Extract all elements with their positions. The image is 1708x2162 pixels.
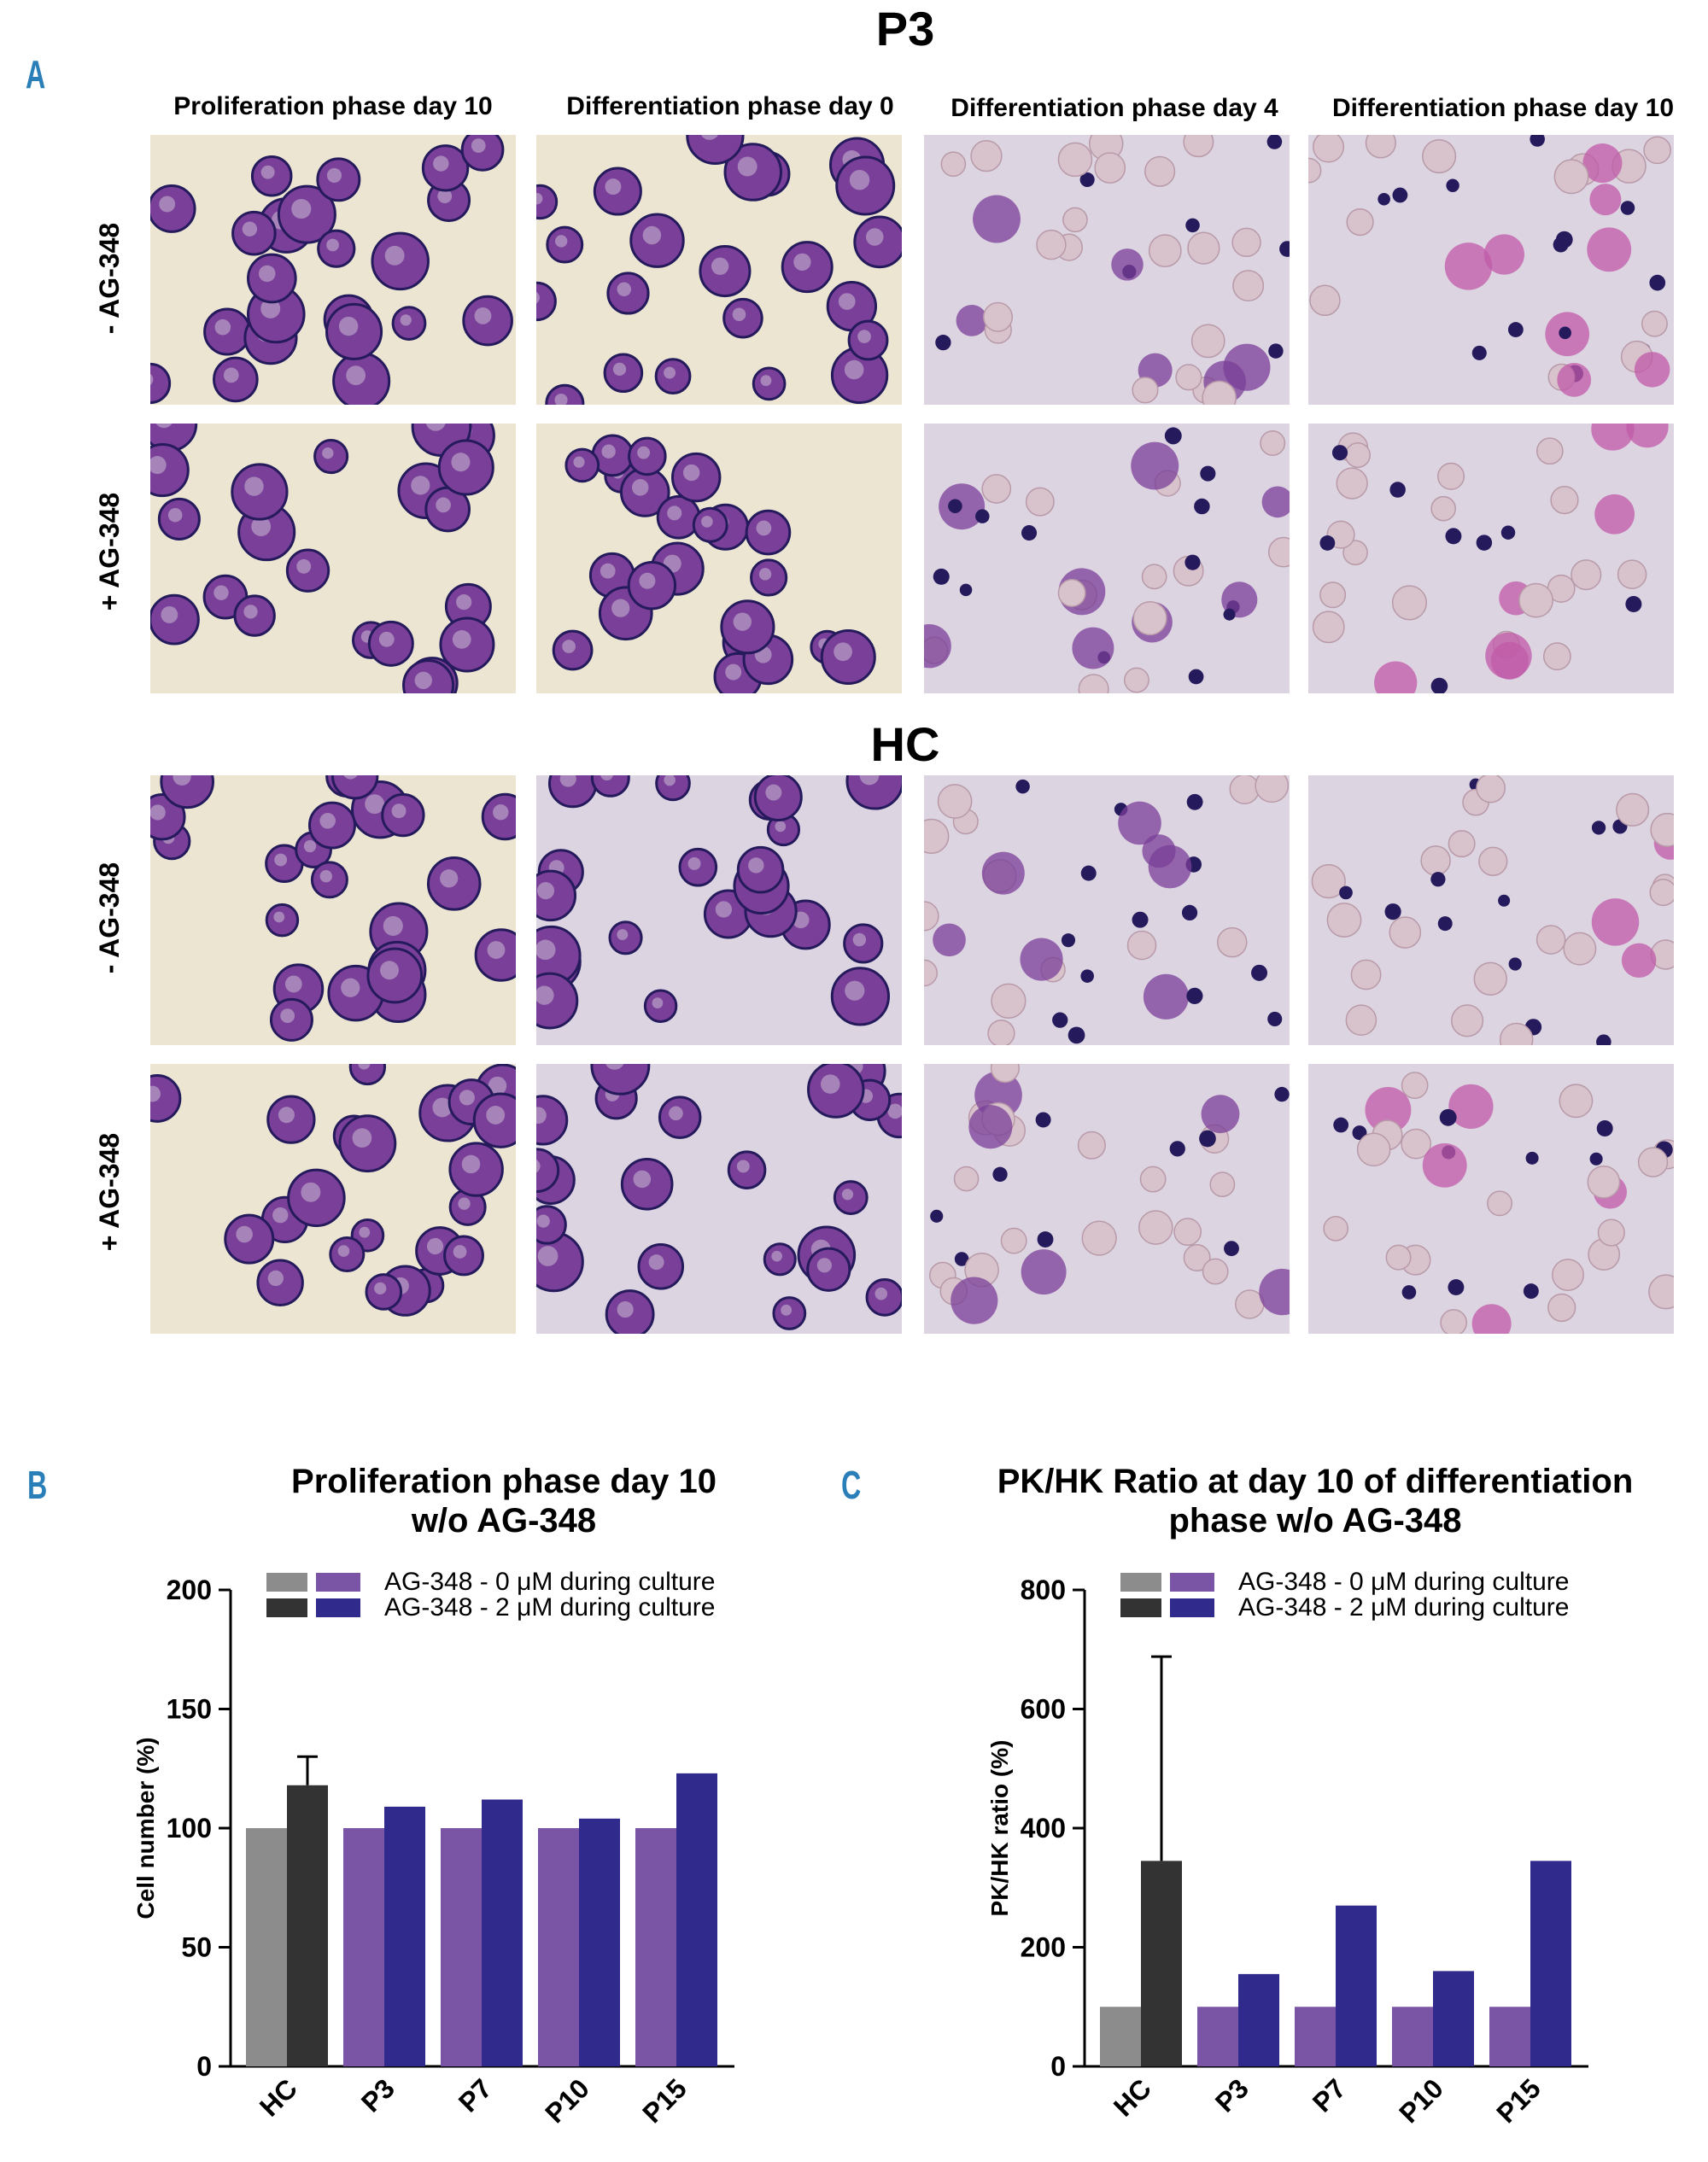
chart-b-legend-swatch-hc-2	[266, 1598, 307, 1617]
chart-c-x-tick-label-p3: P3	[1209, 2072, 1255, 2118]
chart-c-title-line1: PK/HK Ratio at day 10 of differentiation	[997, 1463, 1634, 1500]
chart-b-bar-p15-series2	[676, 1773, 717, 2066]
group-title-p3: P3	[875, 2, 935, 56]
chart-c-y-tick-label: 800	[1021, 1575, 1066, 1605]
panel-label-b: B	[27, 1463, 48, 1507]
chart-c-y-axis-label: PK/HK ratio (%)	[986, 1740, 1013, 1917]
chart-c-legend-swatch-p-0	[1170, 1573, 1214, 1592]
chart-b-legend-label-0: AG-348 - 0 μM during culture	[384, 1568, 715, 1596]
chart-b-bar-p3-series2	[384, 1806, 425, 2066]
micrograph-hc-plus-ag348-col4	[1308, 1064, 1674, 1334]
micrograph-hc-plus-ag348-col3	[924, 1064, 1290, 1334]
chart-b-bar-p7-series2	[482, 1799, 523, 2066]
chart-b-y-tick-label: 200	[167, 1575, 212, 1605]
micrograph-p3-minus-ag348-col4	[1308, 135, 1674, 405]
chart-b-bar-p15-series1	[635, 1828, 676, 2066]
chart-b-x-tick-label-p15: P15	[636, 2072, 693, 2129]
chart-b-y-tick-label: 50	[181, 1932, 212, 1963]
chart-c-bar-p7-series2	[1336, 1905, 1377, 2066]
chart-b-bar-p3-series1	[343, 1828, 384, 2066]
micrograph-p3-plus-ag348-col4	[1308, 424, 1674, 693]
row-label-p3-plus-ag348: + AG-348	[94, 492, 125, 611]
chart-c-bar-p3-series1	[1197, 2007, 1238, 2066]
column-header-proliferation-day10: Proliferation phase day 10	[173, 92, 493, 120]
chart-b: 0 50 100 150 200 Cell number (%) HC P3 P7 P10 P15 A…	[132, 1568, 734, 2129]
column-header-differentiation-day0: Differentiation phase day 0	[566, 92, 894, 120]
chart-c-bar-p10-series1	[1392, 2007, 1433, 2066]
chart-c-legend-label-0: AG-348 - 0 μM during culture	[1238, 1568, 1569, 1596]
chart-b-bar-p10-series2	[579, 1818, 620, 2066]
micrograph-hc-minus-ag348-col3	[924, 775, 1290, 1045]
row-label-hc-minus-ag348: - AG-348	[94, 862, 125, 974]
chart-b-y-tick-label: 150	[167, 1694, 212, 1725]
chart-b-legend-swatch-p-2	[316, 1598, 360, 1617]
chart-b-legend-label-2: AG-348 - 2 μM during culture	[384, 1593, 715, 1622]
chart-c-bar-hc-series2	[1141, 1861, 1182, 2066]
chart-c-legend-swatch-hc-2	[1120, 1598, 1161, 1617]
chart-c-bar-hc-series1	[1100, 2007, 1141, 2066]
chart-b-legend-swatch-p-0	[316, 1573, 360, 1592]
micrograph-hc-plus-ag348-col2	[536, 1064, 902, 1334]
chart-c-x-tick-label-p7: P7	[1307, 2072, 1352, 2118]
chart-c-x-tick-label-p15: P15	[1490, 2072, 1547, 2129]
chart-b-x-tick-label-p3: P3	[355, 2072, 401, 2118]
chart-b-x-tick-label-p10: P10	[539, 2072, 595, 2129]
micrograph-p3-plus-ag348-col2	[536, 424, 902, 693]
micrograph-hc-minus-ag348-col1	[150, 775, 516, 1045]
column-header-differentiation-day4: Differentiation phase day 4	[951, 94, 1278, 122]
micrograph-p3-minus-ag348-col2	[536, 135, 902, 405]
chart-b-bar-p10-series1	[538, 1828, 579, 2066]
chart-c-x-tick-label-p10: P10	[1393, 2072, 1449, 2129]
panel-label-c: C	[841, 1463, 862, 1507]
chart-b-legend-swatch-hc-0	[266, 1573, 307, 1592]
micrograph-p3-plus-ag348-col3	[924, 424, 1290, 693]
row-label-p3-minus-ag348: - AG-348	[94, 222, 125, 335]
panel-label-a: A	[26, 52, 46, 96]
chart-c-legend-swatch-p-2	[1170, 1598, 1214, 1617]
chart-b-title-line2: w/o AG-348	[411, 1502, 597, 1540]
chart-b-y-tick-label: 100	[167, 1813, 212, 1844]
micrograph-hc-minus-ag348-col2	[536, 775, 902, 1045]
chart-b-bar-p7-series1	[441, 1828, 482, 2066]
column-header-differentiation-day10: Differentiation phase day 10	[1331, 94, 1675, 122]
chart-c-y-tick-label: 200	[1021, 1932, 1066, 1963]
chart-c: 0 200 400 600 800 PK/HK ratio (%) HC P3 P7 P10 P15…	[986, 1568, 1588, 2129]
micrograph-hc-plus-ag348-col1	[150, 1064, 516, 1334]
micrograph-hc-minus-ag348-col4	[1308, 775, 1674, 1045]
chart-c-bar-p3-series2	[1238, 1973, 1279, 2066]
chart-c-legend-label-2: AG-348 - 2 μM during culture	[1238, 1593, 1569, 1622]
chart-c-x-tick-label-hc: HC	[1108, 2072, 1157, 2122]
chart-b-x-tick-label-p7: P7	[453, 2072, 498, 2118]
group-title-hc: HC	[870, 717, 940, 771]
chart-b-y-tick-label: 0	[196, 2051, 212, 2082]
micrograph-p3-minus-ag348-col3	[924, 135, 1290, 405]
chart-b-y-axis-label: Cell number (%)	[132, 1737, 159, 1919]
chart-c-bar-p7-series1	[1295, 2007, 1336, 2066]
micrograph-p3-plus-ag348-col1	[150, 424, 516, 693]
chart-b-bar-hc-series2	[287, 1785, 328, 2066]
chart-c-title-line2: phase w/o AG-348	[1168, 1502, 1462, 1540]
chart-c-legend-swatch-hc-0	[1120, 1573, 1161, 1592]
chart-c-bar-p10-series2	[1433, 1971, 1474, 2066]
chart-b-x-tick-label-hc: HC	[254, 2072, 303, 2122]
chart-c-bar-p15-series2	[1530, 1861, 1571, 2066]
chart-b-bar-hc-series1	[246, 1828, 287, 2066]
chart-c-y-tick-label: 600	[1021, 1694, 1066, 1725]
chart-b-title-line1: Proliferation phase day 10	[291, 1463, 717, 1500]
chart-c-y-tick-label: 400	[1021, 1813, 1066, 1844]
chart-c-y-tick-label: 0	[1050, 2051, 1066, 2082]
chart-c-bar-p15-series1	[1489, 2007, 1530, 2066]
micrograph-p3-minus-ag348-col1	[150, 135, 516, 405]
row-label-hc-plus-ag348: + AG-348	[94, 1132, 125, 1252]
